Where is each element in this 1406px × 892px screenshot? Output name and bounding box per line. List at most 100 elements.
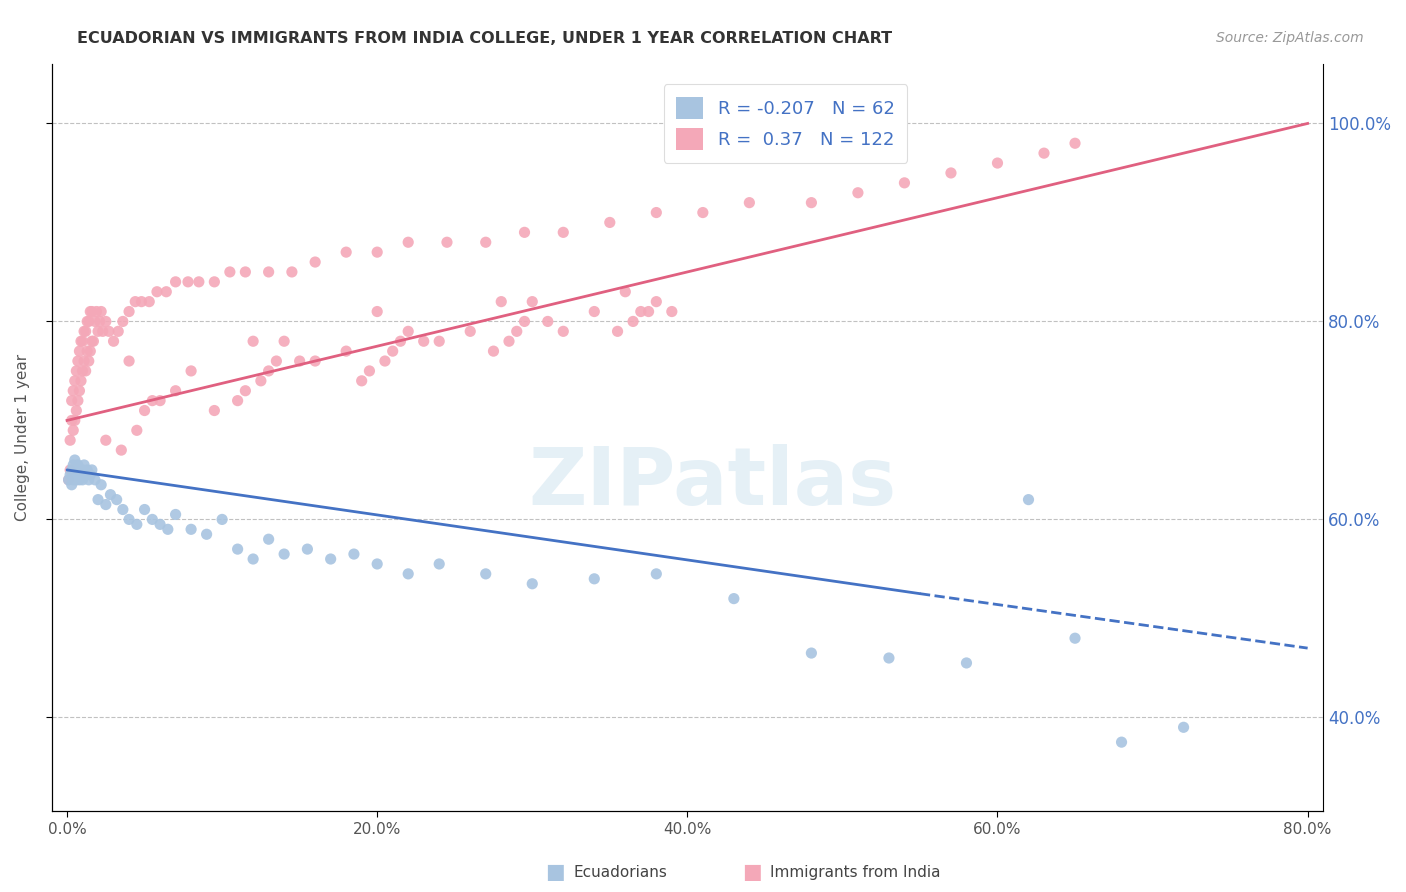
Point — [69, 344, 91, 359]
Point — [94, 434, 117, 448]
Point — [1033, 146, 1056, 161]
Point — [738, 195, 761, 210]
Point — [645, 566, 668, 581]
Point — [583, 304, 606, 318]
Point — [1064, 631, 1087, 645]
Point — [63, 453, 86, 467]
Point — [76, 344, 98, 359]
Point — [66, 467, 89, 482]
Point — [381, 344, 404, 359]
Point — [226, 393, 249, 408]
Point — [1018, 492, 1040, 507]
Point — [180, 522, 202, 536]
Point — [62, 384, 84, 398]
Point — [65, 473, 87, 487]
Point — [614, 285, 637, 299]
Point — [335, 344, 357, 359]
Point — [893, 176, 915, 190]
Point — [86, 304, 108, 318]
Point — [84, 314, 107, 328]
Text: ■: ■ — [742, 863, 762, 882]
Point — [76, 463, 98, 477]
Point — [723, 591, 745, 606]
Point — [599, 215, 621, 229]
Point — [1173, 720, 1195, 734]
Point — [82, 334, 104, 349]
Point — [645, 294, 668, 309]
Point — [218, 265, 240, 279]
Point — [90, 477, 112, 491]
Point — [73, 354, 96, 368]
Point — [79, 304, 101, 318]
Point — [69, 384, 91, 398]
Point — [242, 334, 264, 349]
Point — [800, 646, 823, 660]
Point — [84, 473, 107, 487]
Point — [374, 354, 396, 368]
Point — [80, 304, 103, 318]
Point — [1111, 735, 1133, 749]
Point — [180, 364, 202, 378]
Point — [60, 413, 83, 427]
Point — [141, 393, 163, 408]
Text: Immigrants from India: Immigrants from India — [770, 865, 941, 880]
Point — [100, 488, 122, 502]
Point — [105, 492, 128, 507]
Point — [366, 245, 388, 260]
Point — [73, 458, 96, 472]
Point — [70, 374, 93, 388]
Y-axis label: College, Under 1 year: College, Under 1 year — [15, 354, 30, 521]
Point — [97, 324, 120, 338]
Point — [474, 235, 496, 250]
Point — [165, 384, 187, 398]
Point — [73, 324, 96, 338]
Point — [846, 186, 869, 200]
Point — [58, 473, 80, 487]
Point — [202, 403, 225, 417]
Point — [66, 393, 89, 408]
Point — [87, 324, 110, 338]
Point — [195, 527, 218, 541]
Point — [458, 324, 481, 338]
Point — [72, 364, 94, 378]
Point — [149, 393, 172, 408]
Point — [242, 552, 264, 566]
Point — [366, 304, 388, 318]
Point — [474, 566, 496, 581]
Point — [661, 304, 683, 318]
Point — [537, 314, 560, 328]
Point — [513, 225, 536, 239]
Text: ■: ■ — [546, 863, 565, 882]
Point — [66, 458, 89, 472]
Point — [359, 364, 381, 378]
Point — [304, 354, 326, 368]
Point — [177, 275, 200, 289]
Point — [65, 403, 87, 417]
Point — [155, 285, 177, 299]
Point — [60, 393, 83, 408]
Point — [257, 533, 280, 547]
Text: Source: ZipAtlas.com: Source: ZipAtlas.com — [1216, 31, 1364, 45]
Point — [63, 413, 86, 427]
Point — [75, 324, 97, 338]
Point — [65, 463, 87, 477]
Point — [111, 314, 134, 328]
Point — [522, 576, 544, 591]
Point — [273, 547, 295, 561]
Point — [257, 265, 280, 279]
Point — [87, 492, 110, 507]
Point — [250, 374, 273, 388]
Point — [107, 324, 129, 338]
Point — [59, 434, 82, 448]
Point — [111, 502, 134, 516]
Point — [62, 473, 84, 487]
Point — [304, 255, 326, 269]
Point — [482, 344, 505, 359]
Point — [72, 334, 94, 349]
Point — [350, 374, 373, 388]
Point — [124, 294, 146, 309]
Point — [335, 245, 357, 260]
Point — [553, 225, 575, 239]
Point — [94, 498, 117, 512]
Point — [319, 552, 342, 566]
